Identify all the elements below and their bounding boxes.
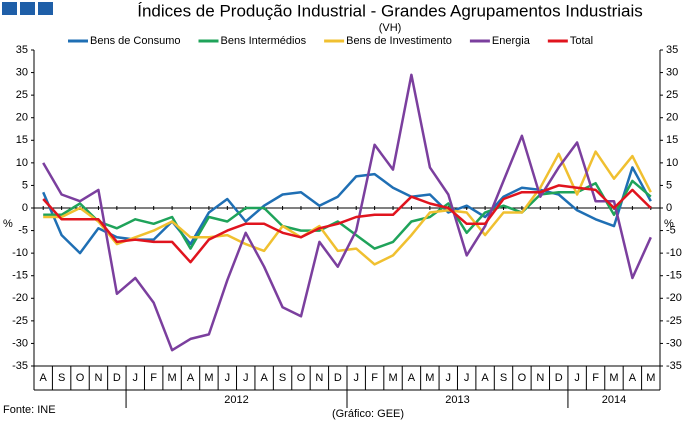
- y2-tick-label: 0: [666, 202, 672, 214]
- x-tick-label: A: [408, 372, 416, 384]
- y-tick-label: -15: [12, 270, 28, 282]
- x-tick-label: J: [225, 372, 231, 384]
- y2-tick-label: 30: [666, 66, 678, 78]
- y2-tick-label: 5: [666, 179, 672, 191]
- y2-tick-label: 10: [666, 157, 678, 169]
- x-tick-label: S: [58, 372, 65, 384]
- y2-tick-label: -10: [666, 247, 682, 259]
- x-tick-label: N: [315, 372, 323, 384]
- y-tick-label: -25: [12, 315, 28, 327]
- y-tick-label: 10: [16, 157, 28, 169]
- x-tick-label: M: [168, 372, 177, 384]
- x-tick-label: J: [133, 372, 139, 384]
- y-tick-label: 30: [16, 66, 28, 78]
- series-line: [43, 179, 652, 250]
- y2-tick-label: 20: [666, 112, 678, 124]
- y-tick-label: -35: [12, 360, 28, 372]
- y2-tick-label: 25: [666, 89, 678, 101]
- x-tick-label: J: [446, 372, 452, 384]
- x-tick-label: J: [243, 372, 249, 384]
- legend-label: Energia: [492, 35, 531, 47]
- y-tick-label: -20: [12, 292, 28, 304]
- x-tick-label: M: [204, 372, 213, 384]
- y-tick-label: 20: [16, 112, 28, 124]
- legend-label: Bens de Consumo: [90, 35, 181, 47]
- logo-block: [38, 2, 53, 15]
- legend-label: Bens de Investimento: [346, 35, 452, 47]
- x-tick-label: A: [481, 372, 489, 384]
- y2-tick-label: -25: [666, 315, 682, 327]
- x-tick-label: A: [187, 372, 195, 384]
- y2-tick-label: -35: [666, 360, 682, 372]
- x-tick-label: M: [425, 372, 434, 384]
- x-tick-label: S: [279, 372, 286, 384]
- y2-axis-label: %: [664, 218, 674, 230]
- x-tick-label: O: [297, 372, 306, 384]
- y2-tick-label: 35: [666, 44, 678, 56]
- x-tick-label: N: [94, 372, 102, 384]
- y2-tick-label: -5: [666, 224, 676, 236]
- x-tick-label: M: [646, 372, 655, 384]
- x-tick-label: F: [371, 372, 378, 384]
- year-label: 2013: [445, 394, 469, 406]
- x-tick-label: A: [40, 372, 48, 384]
- x-tick-label: D: [334, 372, 342, 384]
- logo-block: [20, 2, 35, 15]
- legend-label: Total: [570, 35, 593, 47]
- x-tick-label: A: [629, 372, 637, 384]
- x-tick-label: J: [353, 372, 359, 384]
- y-tick-label: 35: [16, 44, 28, 56]
- source: Fonte: INE: [3, 404, 56, 416]
- x-tick-label: J: [464, 372, 470, 384]
- x-tick-label: A: [260, 372, 268, 384]
- y2-tick-label: -30: [666, 337, 682, 349]
- logo-block: [2, 2, 17, 15]
- series-line: [42, 184, 652, 264]
- y2-tick-label: 15: [666, 134, 678, 146]
- x-tick-label: F: [592, 372, 599, 384]
- y-axis-label: %: [3, 218, 13, 230]
- x-tick-label: M: [388, 372, 397, 384]
- chart-subtitle: (VH): [379, 22, 402, 34]
- chart-title: Índices de Produção Industrial - Grandes…: [137, 1, 643, 20]
- x-tick-label: N: [536, 372, 544, 384]
- x-tick-label: O: [76, 372, 85, 384]
- y-tick-label: 5: [22, 179, 28, 191]
- year-label: 2012: [224, 394, 248, 406]
- y-tick-label: 0: [22, 202, 28, 214]
- x-tick-label: D: [555, 372, 563, 384]
- x-tick-label: D: [113, 372, 121, 384]
- y-tick-label: 25: [16, 89, 28, 101]
- year-label: 2014: [602, 394, 626, 406]
- series-line: [42, 73, 652, 352]
- y-tick-label: -10: [12, 247, 28, 259]
- y2-tick-label: -15: [666, 270, 682, 282]
- x-tick-label: M: [609, 372, 618, 384]
- y2-tick-label: -20: [666, 292, 682, 304]
- y-tick-label: -30: [12, 337, 28, 349]
- credit: (Gráfico: GEE): [332, 408, 404, 420]
- x-tick-label: F: [150, 372, 157, 384]
- y-tick-label: -5: [18, 224, 28, 236]
- x-tick-label: S: [500, 372, 507, 384]
- legend-label: Bens Intermédios: [221, 35, 307, 47]
- x-tick-label: O: [518, 372, 527, 384]
- x-tick-label: J: [574, 372, 580, 384]
- y-tick-label: 15: [16, 134, 28, 146]
